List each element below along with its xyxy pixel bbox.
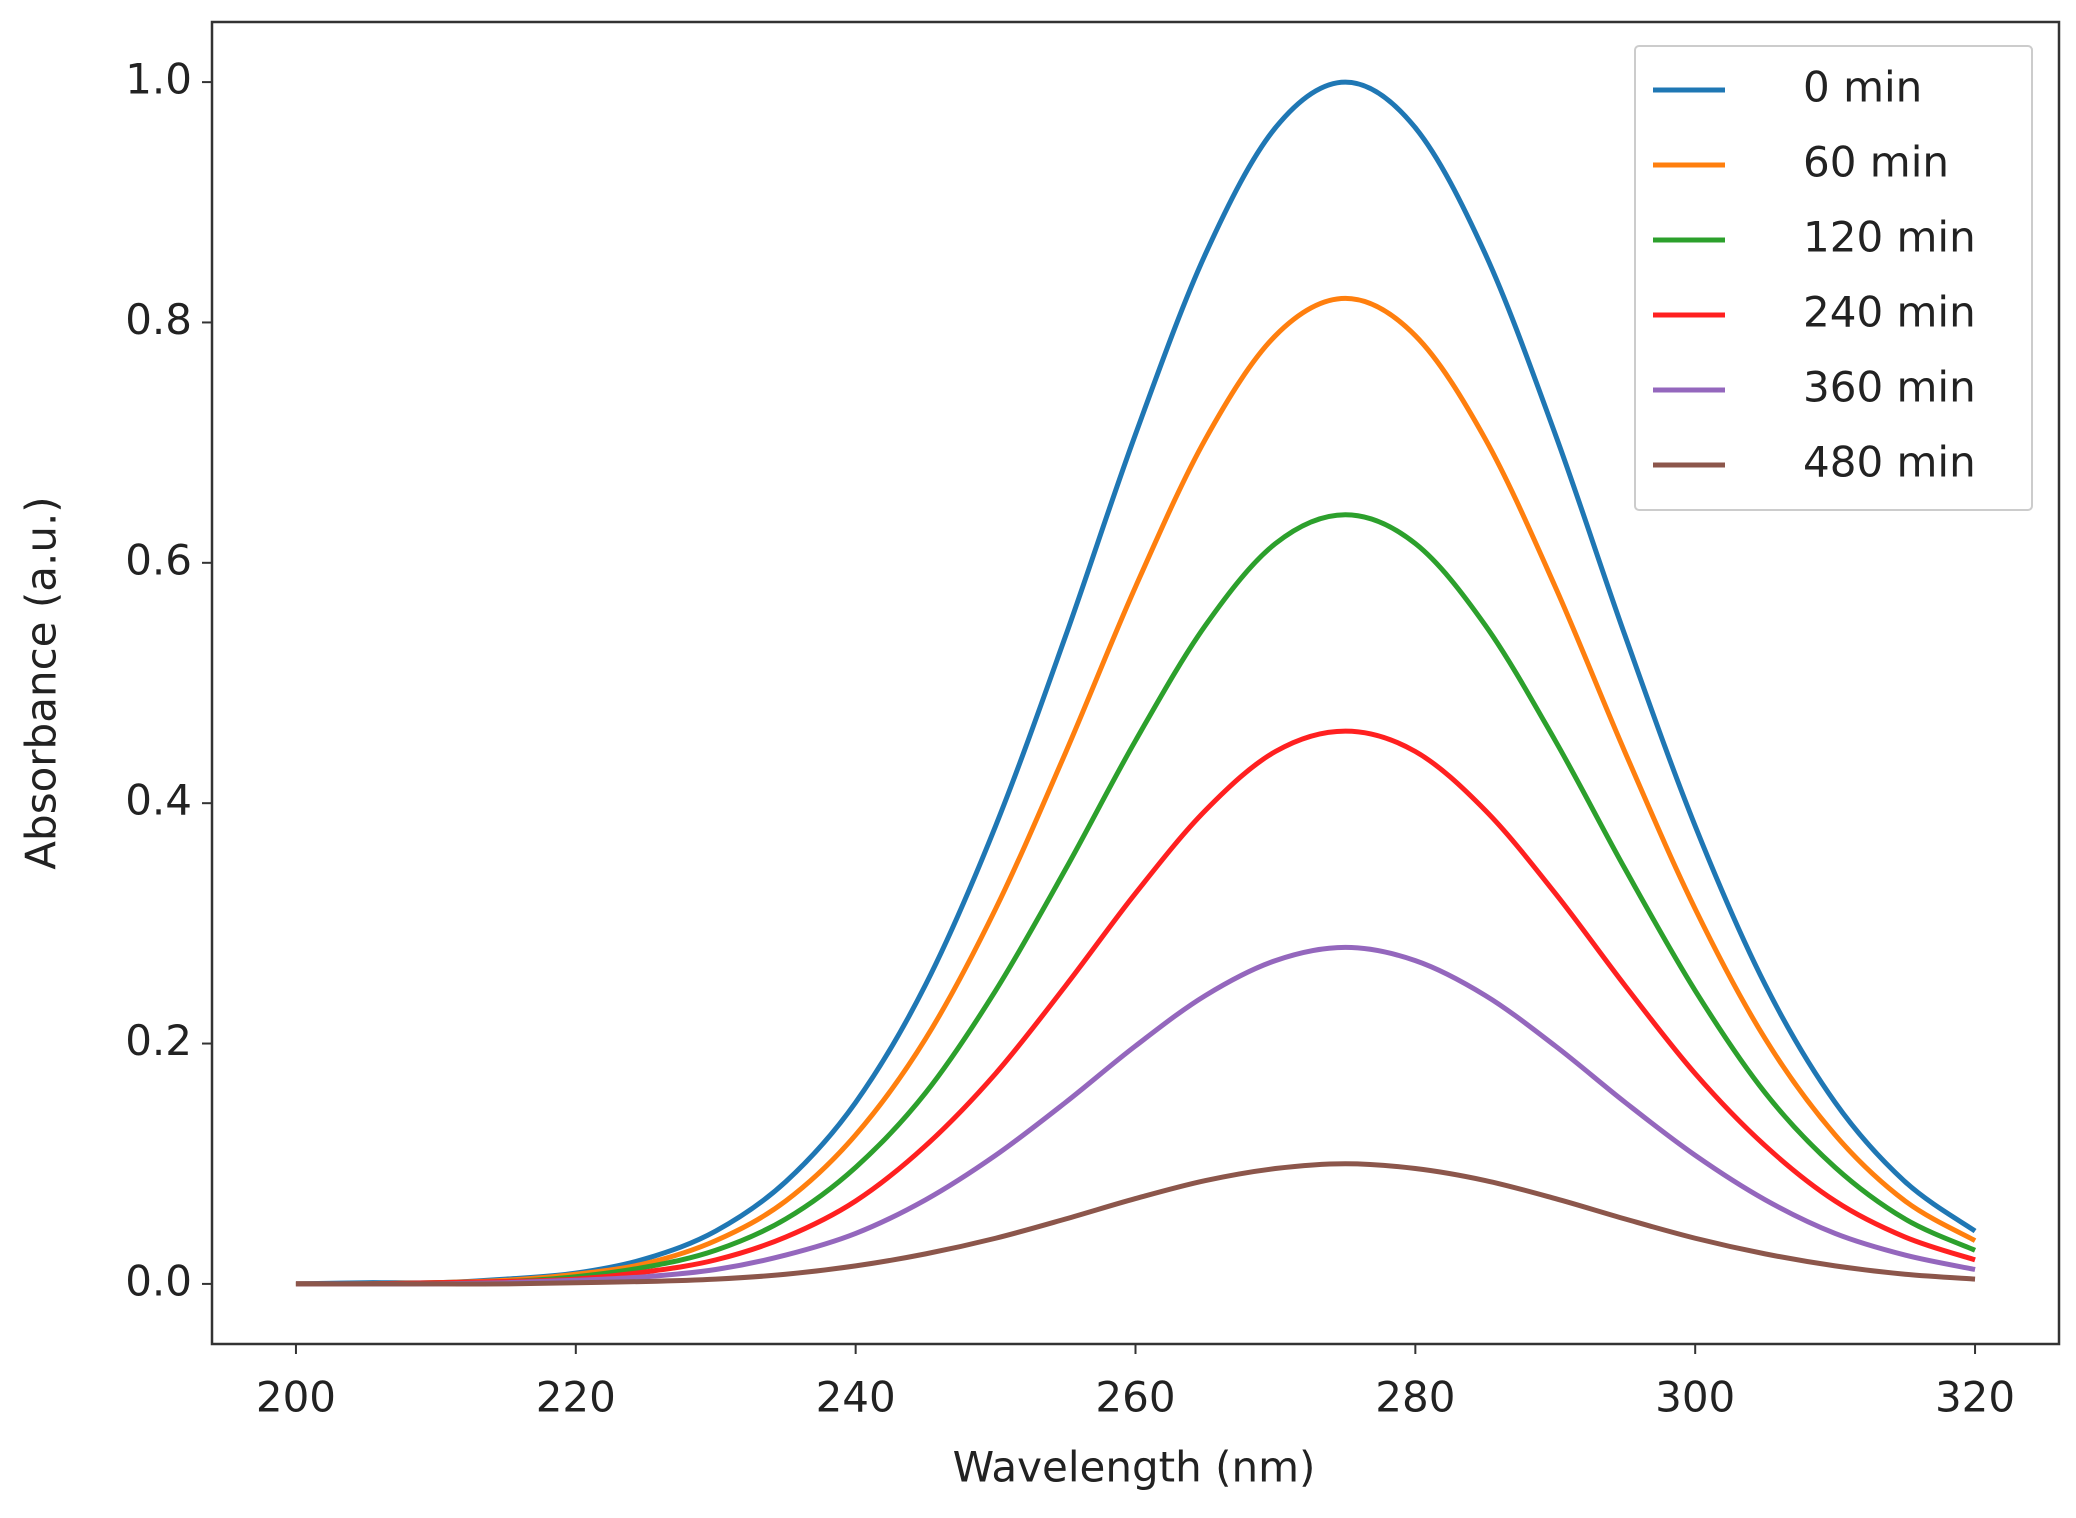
legend-label: 120 min: [1803, 213, 1976, 262]
x-tick-label: 200: [256, 1373, 336, 1422]
data-line: [295, 1161, 1976, 1287]
y-tick-label: 0.0: [125, 1256, 192, 1305]
y-tick-label: 0.6: [125, 535, 192, 584]
x-tick-label: 280: [1375, 1373, 1455, 1422]
y-tick-label: 0.2: [125, 1016, 192, 1065]
y-tick-label: 0.4: [125, 776, 192, 825]
y-tick-label: 1.0: [125, 55, 192, 104]
legend-label: 360 min: [1803, 363, 1976, 412]
data-line: [295, 944, 1976, 1287]
y-tick-label: 0.8: [125, 295, 192, 344]
legend-box: [1634, 45, 2033, 511]
legend-label: 60 min: [1803, 138, 1949, 187]
plot-frame: [210, 20, 2061, 1346]
x-tick-label: 260: [1095, 1373, 1175, 1422]
data-line: [295, 295, 1977, 1287]
legend-label: 0 min: [1803, 63, 1922, 112]
x-tick-label: 300: [1655, 1373, 1735, 1422]
data-line: [295, 512, 1977, 1287]
x-tick-label: 240: [816, 1373, 896, 1422]
x-tick-label: 320: [1935, 1373, 2015, 1422]
y-axis-label: Absorbance (a.u.): [17, 496, 66, 869]
data-line: [295, 79, 1977, 1287]
x-axis-label: Wavelength (nm): [953, 1443, 1316, 1492]
legend-label: 240 min: [1803, 288, 1976, 337]
legend-label: 480 min: [1803, 438, 1976, 487]
x-tick-label: 220: [536, 1373, 616, 1422]
